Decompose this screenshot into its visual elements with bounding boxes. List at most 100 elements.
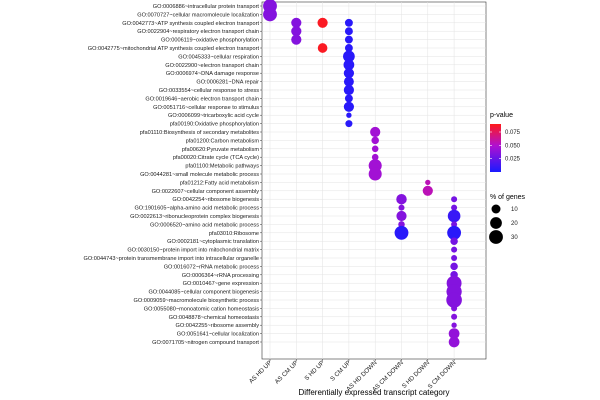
size-legend-circle <box>490 217 502 229</box>
y-tick-label: GO:0022607~cellular component assembly <box>152 189 260 195</box>
data-point <box>371 145 379 153</box>
data-point <box>398 204 405 211</box>
data-point <box>344 44 353 52</box>
size-legend-label: 20 <box>511 221 518 227</box>
p-value-legend-title: p-value <box>490 112 513 119</box>
data-point <box>343 76 354 87</box>
y-tick-label: GO:0070727~cellular macromolecule locali… <box>137 12 259 18</box>
y-tick-label: GO:0044743~protein transmembrane import … <box>83 256 259 262</box>
y-tick-label: GO:0006974~DNA damage response <box>166 71 259 77</box>
size-legend-label: 30 <box>511 235 518 241</box>
size-legend-circle <box>491 204 501 214</box>
y-tick-label: GO:0002181~cytoplasmic translation <box>167 239 259 245</box>
grid-lines <box>262 2 486 359</box>
data-point <box>451 204 458 211</box>
y-tick-label: GO:0055080~monoatomic cation homeostasis <box>144 306 259 312</box>
data-point <box>344 94 353 103</box>
data-point <box>447 225 462 240</box>
y-tick-label: GO:0033554~cellular response to stress <box>159 88 259 94</box>
data-point <box>398 221 405 228</box>
y-tick-label: GO:0006099~tricarboxylic acid cycle <box>168 113 259 119</box>
y-tick-label: GO:0048878~chemical homeostasis <box>169 315 260 321</box>
y-tick-label: GO:0022613~ribonucleoprotein complex bio… <box>130 214 259 220</box>
y-tick-label: GO:0006281~DNA repair <box>196 80 259 86</box>
y-axis-labels: GO:0006886~intracellular protein transpo… <box>83 4 262 346</box>
data-point <box>291 34 302 45</box>
y-tick-label: GO:0022904~respiratory electron transpor… <box>137 29 259 35</box>
data-point <box>448 336 460 348</box>
y-tick-label: pfa01212:Fatty acid metabolism <box>180 180 260 186</box>
data-point <box>451 221 458 228</box>
data-point <box>451 322 457 328</box>
size-legend-circle <box>489 230 503 244</box>
y-tick-label: GO:0030150~protein import into mitochond… <box>127 248 259 254</box>
data-point <box>343 84 355 96</box>
p-value-ticks: 0.075 0.050 0.025 <box>490 130 521 163</box>
size-legend-title: % of genes <box>490 194 526 201</box>
x-tick-label: AS HD UP <box>248 359 274 385</box>
size-legend-items: 10 20 30 <box>489 204 518 244</box>
p-value-colorbar <box>490 124 501 172</box>
y-tick-label: GO:0009059~macromolecule biosynthetic pr… <box>134 298 260 304</box>
data-point <box>396 193 407 205</box>
x-tick-label: S HD UP <box>303 359 326 382</box>
data-point <box>368 167 382 181</box>
data-point <box>344 27 353 36</box>
y-tick-label: GO:0045333~cellular respiration <box>178 54 259 60</box>
data-point <box>451 305 458 312</box>
y-tick-label: pfa03010:Ribosome <box>209 231 259 237</box>
y-tick-label: pfa00620:Pyruvate metabolism <box>182 147 259 153</box>
data-point <box>317 17 328 28</box>
data-point <box>425 179 431 186</box>
data-point <box>317 43 328 53</box>
y-tick-label: GO:0042254~ribosome biogenesis <box>172 197 259 203</box>
y-tick-label: pfa01110:Biosynthesis of secondary metab… <box>140 130 259 136</box>
y-tick-label: GO:0042773~ATP synthesis coupled electro… <box>122 21 259 27</box>
data-point <box>344 18 353 27</box>
y-tick-label: GO:0042775~mitochondrial ATP synthesis c… <box>88 46 260 52</box>
data-point <box>451 254 458 262</box>
data-point <box>291 26 302 37</box>
data-point <box>422 185 433 196</box>
data-point <box>344 35 353 44</box>
y-tick-label: GO:0019646~aerobic electron transport ch… <box>145 96 259 102</box>
y-tick-label: pfa01100:Metabolic pathways <box>185 164 259 170</box>
y-tick-label: GO:0006886~intracellular protein transpo… <box>153 4 260 10</box>
data-point <box>343 101 355 112</box>
y-tick-label: GO:1901605~alpha-amino acid metabolic pr… <box>134 206 259 212</box>
size-legend-label: 10 <box>511 207 518 213</box>
data-point <box>451 313 458 320</box>
p-value-legend: p-value 0.075 0.050 0.025 <box>490 112 521 172</box>
data-point <box>448 328 460 339</box>
y-tick-label: pfa00190:Oxidative phosphorylation <box>170 122 259 128</box>
data-point <box>370 126 381 138</box>
y-tick-label: GO:0051716~cellular response to stimulus <box>153 105 259 111</box>
p-value-tick-label: 0.050 <box>505 143 521 149</box>
data-point <box>343 59 355 71</box>
data-point <box>446 292 462 308</box>
y-tick-label: pfa01200:Carbon metabolism <box>186 138 260 144</box>
data-point <box>291 17 302 28</box>
data-point <box>346 112 352 118</box>
y-tick-label: GO:0044085~cellular component biogenesis <box>148 290 259 296</box>
data-point <box>450 237 458 245</box>
y-tick-label: GO:0016072~rRNA metabolic process <box>164 264 260 270</box>
y-tick-label: GO:0071705~nitrogen compound transport <box>152 340 259 346</box>
p-value-tick-label: 0.075 <box>505 130 521 136</box>
p-value-tick-label: 0.025 <box>505 157 521 163</box>
x-tick-label: S CM DOWN <box>427 359 458 390</box>
data-point <box>345 120 353 128</box>
y-tick-label: GO:0044281~small molecule metabolic proc… <box>140 172 259 178</box>
y-tick-label: GO:0006364~rRNA processing <box>182 273 259 279</box>
data-point <box>343 50 355 63</box>
data-point <box>451 246 458 253</box>
data-point <box>371 136 379 145</box>
data-point <box>371 153 379 161</box>
data-point <box>447 209 461 223</box>
y-tick-label: GO:0006119~oxidative phosphorylation <box>161 38 259 44</box>
y-tick-label: pfa00020:Citrate cycle (TCA cycle) <box>173 155 259 161</box>
x-tick-label: S CM UP <box>329 359 352 382</box>
size-legend: % of genes 10 20 30 <box>489 194 526 244</box>
y-tick-label: GO:0010467~gene expression <box>183 281 259 287</box>
